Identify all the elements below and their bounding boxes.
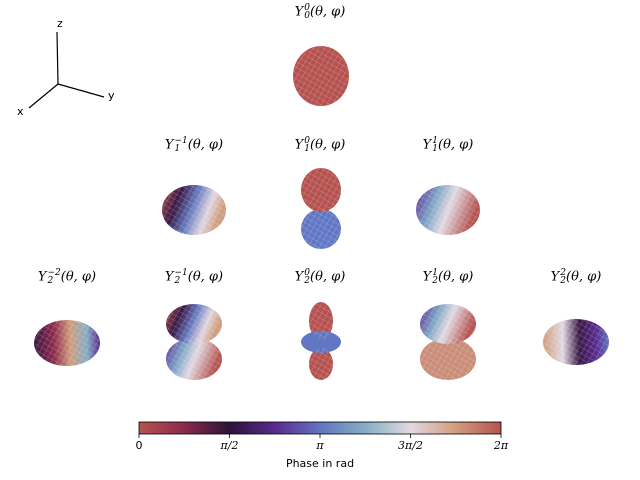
title-args: (θ, φ) [309,4,346,20]
harmonic-Y1m1-surface [162,185,226,235]
harmonic-Y00-surface [293,46,349,106]
title-m: 1 [432,136,438,146]
title-l: 0 [304,11,310,21]
axis-label-y: y [108,89,115,102]
harmonic-Y10-surface [301,168,341,249]
title-m: 0 [304,3,310,13]
title-args: (θ, φ) [437,137,474,153]
title-m: −1 [174,268,188,278]
title-l: 2 [432,276,438,286]
subplot-title: Y 1 1 (θ, φ) [422,136,474,154]
harmonic-Y2m2-surface [34,320,100,366]
axis-label-z: z [57,17,63,30]
subplot-title: Y 0 1 (θ, φ) [294,136,346,154]
title-l: 2 [304,276,310,286]
title-l: 1 [304,144,310,154]
title-l: 1 [432,144,438,154]
title-m: 1 [432,268,438,278]
subplot-title: Y −1 2 (θ, φ) [164,268,224,286]
title-l: 2 [560,276,566,286]
colorbar-tick-label: π/2 [220,439,239,452]
axes-orientation-icon [28,31,105,109]
subplot-title: Y −2 2 (θ, φ) [37,268,97,286]
harmonic-Y11-surface [416,185,480,235]
harmonic-Y21-surface [420,304,476,380]
title-m: 2 [560,268,566,278]
title-m: 0 [304,268,310,278]
title-args: (θ, φ) [187,269,224,285]
subplot-title: Y 0 0 (θ, φ) [294,3,346,21]
title-args: (θ, φ) [60,269,97,285]
title-args: (θ, φ) [187,137,224,153]
colorbar [138,421,502,438]
colorbar-tick-label: 3π/2 [398,439,423,452]
colorbar-tick-label: π [316,439,324,452]
subplot-title: Y 0 2 (θ, φ) [294,268,346,286]
subplot-title: Y −1 1 (θ, φ) [164,136,224,154]
title-args: (θ, φ) [309,269,346,285]
title-l: 2 [174,276,181,286]
title-l: 1 [174,144,181,154]
title-m: 0 [304,136,310,146]
subplot-title: Y 2 2 (θ, φ) [550,268,602,286]
axis-label-x: x [17,105,24,118]
harmonic-Y20-surface [301,302,341,380]
harmonic-Y2m1-surface [166,304,222,380]
harmonic-Y22-surface [543,319,609,365]
colorbar-tick-label: 0 [135,439,143,452]
subplot-title: Y 1 2 (θ, φ) [422,268,474,286]
colorbar-label: Phase in rad [285,457,355,470]
title-args: (θ, φ) [437,269,474,285]
title-args: (θ, φ) [309,137,346,153]
title-m: −1 [174,136,188,146]
title-l: 2 [47,276,54,286]
title-m: −2 [47,268,61,278]
colorbar-tick-label: 2π [493,439,509,452]
title-args: (θ, φ) [565,269,602,285]
